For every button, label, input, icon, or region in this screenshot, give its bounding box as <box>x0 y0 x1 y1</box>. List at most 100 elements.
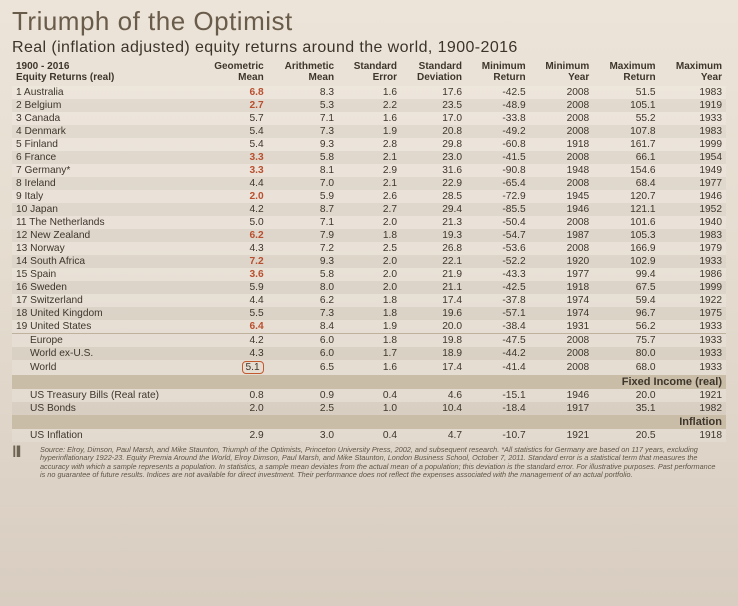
cell-geo: 5.1 <box>197 360 267 375</box>
cell-minR: -41.4 <box>466 360 530 375</box>
cell-sdev: 22.9 <box>401 177 466 190</box>
cell-maxR: 68.0 <box>593 360 659 375</box>
row-label: 16 Sweden <box>12 281 197 294</box>
cell-ari: 7.1 <box>268 112 338 125</box>
table-row: 13 Norway4.37.22.526.8-53.62008166.91979 <box>12 242 726 255</box>
row-label: 18 United Kingdom <box>12 307 197 320</box>
cell-minY: 2008 <box>530 112 594 125</box>
col-maxY: MaximumYear <box>660 61 726 86</box>
cell-maxY: 1977 <box>660 177 726 190</box>
cell-minR: -49.2 <box>466 125 530 138</box>
cell-minY: 1977 <box>530 268 594 281</box>
cell-maxR: 59.4 <box>593 294 659 307</box>
cell-minR: -42.5 <box>466 281 530 294</box>
col-minR: MinimumReturn <box>466 61 530 86</box>
cell-maxR: 105.3 <box>593 229 659 242</box>
cell-ari: 6.2 <box>268 294 338 307</box>
cell-serr: 2.0 <box>338 281 401 294</box>
row-label: 1 Australia <box>12 86 197 99</box>
cell-ari: 7.3 <box>268 307 338 320</box>
cell-maxR: 68.4 <box>593 177 659 190</box>
cell-minY: 1931 <box>530 320 594 334</box>
cell-geo: 3.3 <box>197 164 267 177</box>
cell-maxY: 1954 <box>660 151 726 164</box>
row-label: 2 Belgium <box>12 99 197 112</box>
cell-minY: 1918 <box>530 138 594 151</box>
table-row: US Inflation2.93.00.44.7-10.7192120.5191… <box>12 429 726 442</box>
cell-maxR: 67.5 <box>593 281 659 294</box>
table-row: 7 Germany*3.38.12.931.6-90.81948154.6194… <box>12 164 726 177</box>
cell-geo: 2.7 <box>197 99 267 112</box>
cell-serr: 1.0 <box>338 402 401 415</box>
row-label: US Treasury Bills (Real rate) <box>12 389 197 402</box>
table-row: 11 The Netherlands5.07.12.021.3-50.42008… <box>12 216 726 229</box>
col-maxR: MaximumReturn <box>593 61 659 86</box>
cell-sdev: 18.9 <box>401 347 466 360</box>
table-row: 1 Australia6.88.31.617.6-42.5200851.5198… <box>12 86 726 99</box>
cell-maxR: 120.7 <box>593 190 659 203</box>
cell-maxR: 20.5 <box>593 429 659 442</box>
row-label: US Inflation <box>12 429 197 442</box>
cell-maxR: 154.6 <box>593 164 659 177</box>
cell-ari: 5.8 <box>268 151 338 164</box>
cell-ari: 6.0 <box>268 334 338 348</box>
cell-minY: 2008 <box>530 125 594 138</box>
table-row: US Treasury Bills (Real rate)0.80.90.44.… <box>12 389 726 402</box>
table-row: 9 Italy2.05.92.628.5-72.91945120.71946 <box>12 190 726 203</box>
table-row: 12 New Zealand6.27.91.819.3-54.71987105.… <box>12 229 726 242</box>
cell-minR: -43.3 <box>466 268 530 281</box>
cell-sdev: 29.4 <box>401 203 466 216</box>
cell-maxY: 1919 <box>660 99 726 112</box>
section-header: Fixed Income (real) <box>12 375 726 389</box>
cell-ari: 5.8 <box>268 268 338 281</box>
cell-maxY: 1918 <box>660 429 726 442</box>
source-text: Source: Elroy, Dimson, Paul Marsh, and M… <box>40 445 715 479</box>
cell-serr: 2.0 <box>338 268 401 281</box>
cell-minY: 1974 <box>530 294 594 307</box>
cell-sdev: 23.0 <box>401 151 466 164</box>
cell-maxR: 107.8 <box>593 125 659 138</box>
table-row: World ex-U.S.4.36.01.718.9-44.2200880.01… <box>12 347 726 360</box>
cell-geo: 5.4 <box>197 125 267 138</box>
table-row: 8 Ireland4.47.02.122.9-65.4200868.41977 <box>12 177 726 190</box>
cell-maxR: 75.7 <box>593 334 659 348</box>
cell-geo: 2.0 <box>197 402 267 415</box>
cell-minR: -37.8 <box>466 294 530 307</box>
cell-minR: -50.4 <box>466 216 530 229</box>
cell-geo: 6.8 <box>197 86 267 99</box>
cell-geo: 0.8 <box>197 389 267 402</box>
col-label: 1900 - 2016Equity Returns (real) <box>12 61 197 86</box>
cell-sdev: 17.4 <box>401 294 466 307</box>
cell-serr: 1.8 <box>338 294 401 307</box>
table-row: 3 Canada5.77.11.617.0-33.8200855.21933 <box>12 112 726 125</box>
cell-serr: 2.0 <box>338 255 401 268</box>
cell-ari: 7.9 <box>268 229 338 242</box>
cell-maxY: 1975 <box>660 307 726 320</box>
cell-sdev: 19.6 <box>401 307 466 320</box>
cell-minY: 2008 <box>530 242 594 255</box>
cell-maxR: 20.0 <box>593 389 659 402</box>
table-row: 15 Spain3.65.82.021.9-43.3197799.41986 <box>12 268 726 281</box>
row-label: World <box>12 360 197 375</box>
cell-maxY: 1922 <box>660 294 726 307</box>
cell-ari: 8.1 <box>268 164 338 177</box>
cell-maxY: 1946 <box>660 190 726 203</box>
cell-sdev: 22.1 <box>401 255 466 268</box>
row-label: US Bonds <box>12 402 197 415</box>
cell-minR: -72.9 <box>466 190 530 203</box>
cell-sdev: 21.1 <box>401 281 466 294</box>
cell-maxY: 1933 <box>660 320 726 334</box>
cell-geo: 4.4 <box>197 294 267 307</box>
row-label: 15 Spain <box>12 268 197 281</box>
cell-geo: 4.2 <box>197 334 267 348</box>
cell-serr: 1.6 <box>338 86 401 99</box>
table-row: 14 South Africa7.29.32.022.1-52.21920102… <box>12 255 726 268</box>
cell-minY: 1948 <box>530 164 594 177</box>
table-body: 1 Australia6.88.31.617.6-42.5200851.5198… <box>12 86 726 442</box>
cell-maxY: 1933 <box>660 255 726 268</box>
cell-ari: 8.4 <box>268 320 338 334</box>
col-sdev: StandardDeviation <box>401 61 466 86</box>
cell-maxR: 96.7 <box>593 307 659 320</box>
cell-minY: 1946 <box>530 389 594 402</box>
cell-sdev: 20.0 <box>401 320 466 334</box>
